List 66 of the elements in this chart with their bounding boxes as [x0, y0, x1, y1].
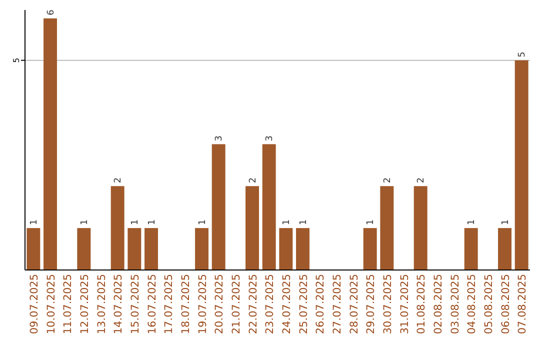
x-tick-label: 04.08.2025	[466, 274, 478, 334]
bar	[246, 186, 259, 270]
bar	[110, 186, 124, 270]
bar	[262, 144, 276, 270]
bar	[144, 228, 158, 270]
data-label: 3	[265, 135, 276, 142]
x-tick-label: 02.08.2025	[432, 274, 444, 334]
data-label: 1	[500, 219, 511, 226]
x-tick-label: 06.08.2025	[500, 274, 512, 334]
data-label: 2	[114, 177, 124, 184]
x-tick-label: 09.07.2025	[28, 274, 40, 334]
x-tick-label: 17.07.2025	[163, 274, 176, 334]
data-label: 1	[282, 219, 292, 226]
x-tick-label: 05.08.2025	[482, 274, 495, 334]
x-tick-label: 27.07.2025	[331, 274, 344, 334]
data-label: 1	[198, 219, 208, 226]
x-tick-label: 31.07.2025	[398, 274, 411, 334]
x-tick-label: 03.08.2025	[449, 274, 462, 334]
bar	[128, 228, 142, 270]
data-label: 2	[382, 177, 393, 184]
x-tick-label: 11.07.2025	[62, 274, 74, 334]
x-tick-label: 20.07.2025	[214, 274, 226, 334]
data-label: 2	[416, 177, 427, 184]
x-tick-label: 16.07.2025	[146, 274, 158, 334]
data-label: 1	[298, 219, 309, 226]
data-label: 6	[46, 9, 56, 16]
data-label: 2	[248, 177, 258, 184]
x-tick-label: 15.07.2025	[129, 274, 142, 334]
x-tick-label: 07.08.2025	[516, 274, 529, 334]
bar	[498, 228, 512, 270]
data-label: 1	[147, 219, 158, 226]
x-tick-label: 14.07.2025	[112, 274, 125, 334]
data-label: 1	[366, 219, 376, 226]
bar	[212, 144, 226, 270]
data-label: 1	[29, 219, 40, 226]
x-tick-label: 13.07.2025	[96, 274, 108, 334]
x-tick-label: 19.07.2025	[196, 274, 209, 334]
bar	[464, 228, 478, 270]
bar	[195, 228, 208, 270]
data-label: 1	[80, 219, 90, 226]
x-tick-label: 22.07.2025	[247, 274, 260, 334]
x-tick-label: 29.07.2025	[365, 274, 378, 334]
x-tick-label: 23.07.2025	[264, 274, 276, 334]
data-label: 5	[518, 52, 528, 58]
bar	[77, 228, 91, 270]
x-tick-label: 10.07.2025	[45, 274, 58, 334]
bar	[363, 228, 377, 270]
x-tick-label: 18.07.2025	[180, 274, 192, 334]
bar	[380, 186, 394, 270]
bar	[514, 60, 528, 270]
x-tick-label: 26.07.2025	[314, 274, 327, 334]
bar	[414, 186, 428, 270]
bar	[296, 228, 310, 270]
x-tick-label: 24.07.2025	[280, 274, 293, 334]
x-tick-label: 28.07.2025	[348, 274, 360, 334]
x-tick-label: 21.07.2025	[230, 274, 242, 334]
bar	[26, 228, 40, 270]
data-label: 3	[214, 135, 225, 142]
bar	[279, 228, 293, 270]
x-tick-label: 30.07.2025	[382, 274, 394, 334]
data-label: 1	[130, 219, 140, 226]
data-label: 1	[467, 219, 478, 226]
x-tick-label: 01.08.2025	[416, 274, 428, 334]
x-tick-label: 25.07.2025	[298, 274, 310, 334]
bar	[44, 18, 57, 270]
x-tick-label: 12.07.2025	[78, 274, 91, 334]
